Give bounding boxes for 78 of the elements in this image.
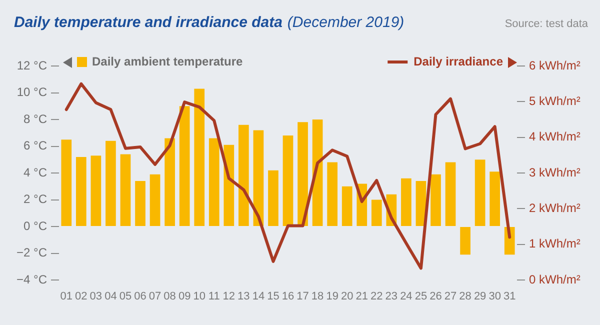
x-tick-label: 25 <box>414 290 428 303</box>
bar <box>430 174 441 226</box>
y2-tick-label: 5 kWh/m² <box>529 94 580 108</box>
bar <box>445 162 456 226</box>
bar <box>194 88 205 226</box>
y-tick-label: 0 °C <box>24 218 48 233</box>
x-tick-label: 23 <box>385 290 398 303</box>
x-tick-label: 14 <box>252 290 265 303</box>
bar <box>179 106 190 226</box>
y-tick-label: −4 °C <box>16 272 48 286</box>
x-tick-label: 21 <box>356 290 368 303</box>
x-tick-label: 22 <box>370 290 383 303</box>
bar <box>371 200 382 226</box>
x-tick-label: 28 <box>459 290 472 303</box>
bar <box>268 170 278 226</box>
y2-tick-label: 2 kWh/m² <box>529 200 580 215</box>
x-tick-label: 04 <box>104 290 117 303</box>
x-tick-label: 09 <box>178 290 191 303</box>
y2-tick-label: 6 kWh/m² <box>529 58 580 72</box>
bar <box>164 138 175 226</box>
bar <box>490 172 500 226</box>
x-tick-label: 05 <box>119 290 132 303</box>
bar <box>106 140 116 226</box>
bar <box>460 227 470 255</box>
bar <box>282 136 294 226</box>
x-tick-label: 08 <box>164 290 176 303</box>
y-tick-label: 4 °C <box>24 165 48 180</box>
x-tick-label: 02 <box>75 290 88 303</box>
bar <box>401 178 412 226</box>
x-tick-label: 12 <box>222 290 236 303</box>
bar <box>327 162 338 226</box>
legend-label: Daily ambient temperature <box>92 54 244 68</box>
bar <box>253 130 264 226</box>
y-tick-label: 8 °C <box>24 112 48 126</box>
y2-tick-label: 4 kWh/m² <box>529 130 580 144</box>
source-note: Source: test data <box>504 18 589 30</box>
y-tick-label: 2 °C <box>24 192 48 206</box>
bar <box>150 174 160 226</box>
x-tick-label: 18 <box>311 290 324 303</box>
x-tick-label: 03 <box>90 290 102 303</box>
bar <box>474 160 486 226</box>
x-tick-label: 06 <box>134 290 146 303</box>
bar <box>76 156 86 226</box>
bar <box>238 124 249 226</box>
x-tick-label: 20 <box>340 290 354 303</box>
x-tick-label: 27 <box>444 290 457 303</box>
x-tick-label: 24 <box>400 290 412 303</box>
x-tick-label: 30 <box>488 290 501 303</box>
bar <box>90 156 102 226</box>
x-tick-label: 26 <box>430 290 442 303</box>
x-tick-label: 31 <box>503 290 516 303</box>
y-tick-label: 12 °C <box>16 58 48 72</box>
y2-tick-label: 0 kWh/m² <box>529 272 580 286</box>
x-tick-label: 19 <box>326 290 338 303</box>
bar <box>120 154 131 226</box>
x-tick-label: 07 <box>148 290 162 303</box>
bar <box>416 181 426 226</box>
y-tick-label: −2 °C <box>16 246 48 260</box>
x-tick-label: 10 <box>193 290 206 303</box>
chart-subtitle: (December 2019) <box>287 14 404 31</box>
x-tick-label: 01 <box>60 290 73 303</box>
y-tick-label: 6 °C <box>24 138 48 153</box>
bar <box>208 138 220 226</box>
bar <box>61 140 72 226</box>
x-tick-label: 15 <box>267 290 280 303</box>
x-tick-label: 29 <box>474 290 486 303</box>
x-tick-label: 11 <box>208 290 220 303</box>
x-tick-label: 16 <box>282 290 294 303</box>
y2-tick-label: 1 kWh/m² <box>529 236 580 251</box>
chart-title: Daily temperature and irradiance data <box>14 14 282 31</box>
bar <box>298 122 308 226</box>
bar <box>135 181 146 226</box>
legend-label: Daily irradiance <box>414 54 504 68</box>
y2-tick-label: 3 kWh/m² <box>529 165 580 180</box>
y-tick-label: 10 °C <box>16 85 48 100</box>
bar <box>342 186 352 226</box>
x-tick-label: 17 <box>296 290 309 303</box>
x-tick-label: 13 <box>238 290 250 303</box>
